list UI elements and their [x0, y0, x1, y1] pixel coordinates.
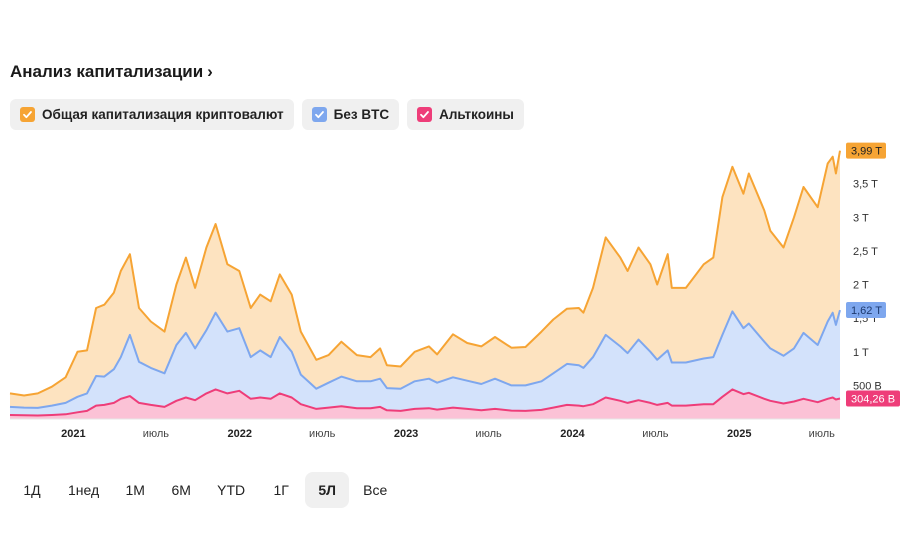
series-line	[9, 388, 841, 417]
checkbox-icon	[311, 107, 327, 122]
time-range-selector: 1Д 1нед 1М 6М YTD 1Г 5Л Все	[10, 472, 399, 508]
range-button-4[interactable]: YTD	[217, 482, 246, 498]
chevron-right-icon: ›	[207, 62, 213, 81]
page-title-text: Анализ капитализации	[10, 62, 204, 81]
x-tick-label: 2021	[61, 428, 85, 440]
range-button-3[interactable]: 6М	[171, 482, 191, 498]
last-value-label: 3,99 T	[851, 146, 882, 158]
last-value-tags: 3,99 T 1,62 T 304,26 B	[846, 142, 900, 407]
legend-item-without-btc[interactable]: Без BTC	[301, 99, 400, 130]
range-button-7[interactable]: Все	[363, 482, 388, 498]
checkbox-icon	[20, 107, 35, 122]
series-area	[10, 389, 840, 419]
last-value-tag: 304,26 B	[846, 390, 900, 407]
x-tick-label: июль	[642, 428, 669, 440]
y-tick-label: 2 T	[853, 280, 869, 292]
x-tick-label: июль	[809, 428, 836, 440]
series-line	[9, 309, 841, 409]
y-tick-label: 3 T	[853, 212, 869, 224]
x-tick-label: 2023	[394, 428, 418, 440]
x-tick-label: июль	[309, 428, 336, 440]
legend-label: Альткоины	[439, 107, 514, 122]
page-title[interactable]: Анализ капитализации ›	[10, 62, 213, 82]
range-button-6[interactable]: 5Л	[305, 472, 350, 508]
last-value-label: 304,26 B	[851, 394, 895, 406]
range-button-5[interactable]: 1Г	[273, 482, 289, 498]
last-value-tag: 1,62 T	[846, 302, 886, 319]
market-cap-chart[interactable]: 500 B1 T1,5 T2 T2,5 T3 T3,5 T 2021 июль 20…	[0, 140, 900, 445]
series-2	[9, 388, 841, 419]
legend: Общая капитализация криптовалют Без BTC …	[10, 99, 524, 130]
x-tick-label: 2025	[727, 428, 751, 440]
x-tick-label: 2024	[560, 428, 585, 440]
y-tick-label: 3,5 T	[853, 179, 878, 191]
y-tick-label: 2,5 T	[853, 246, 878, 258]
y-axis: 500 B1 T1,5 T2 T2,5 T3 T3,5 T	[853, 179, 882, 393]
legend-item-altcoins[interactable]: Альткоины	[407, 99, 524, 130]
x-tick-label: июль	[475, 428, 502, 440]
range-button-2[interactable]: 1М	[125, 482, 145, 498]
legend-label: Общая капитализация криптовалют	[42, 107, 284, 122]
last-value-label: 1,62 T	[851, 305, 882, 317]
legend-label: Без BTC	[333, 107, 390, 122]
series-line	[9, 150, 841, 397]
range-button-1[interactable]: 1нед	[68, 482, 100, 498]
x-axis: 2021 июль 2022 июль 2023 июль 2024 июль 2025 июль	[10, 418, 840, 440]
x-tick-label: июль	[143, 428, 170, 440]
last-value-tag: 3,99 T	[846, 142, 886, 159]
y-tick-label: 500 B	[853, 380, 882, 392]
x-tick-label: 2022	[227, 428, 251, 440]
range-button-0[interactable]: 1Д	[23, 482, 41, 498]
legend-item-total-cap[interactable]: Общая капитализация криптовалют	[10, 99, 294, 130]
checkbox-icon	[417, 107, 433, 122]
y-tick-label: 1 T	[853, 347, 869, 359]
chart-areas	[9, 150, 841, 419]
